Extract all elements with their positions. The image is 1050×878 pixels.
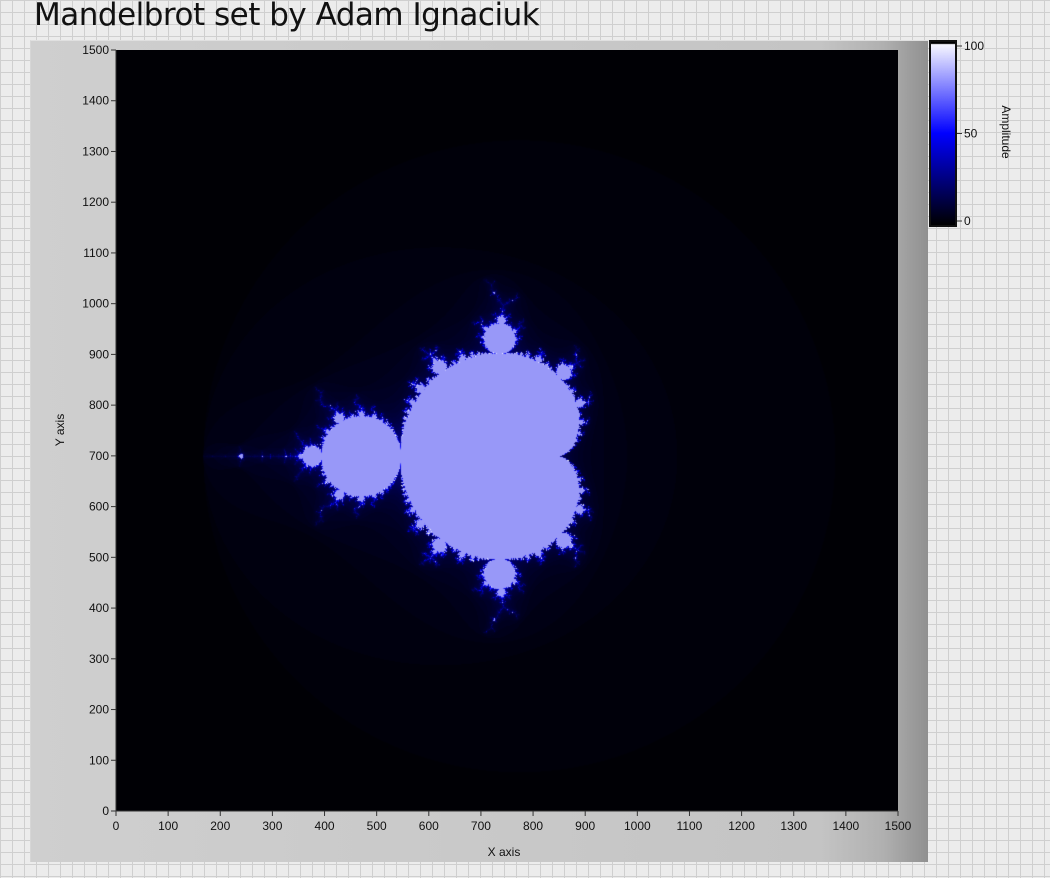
colorbar-label[interactable]: Amplitude: [999, 105, 1013, 159]
y-tick-label: 700: [89, 449, 109, 463]
y-tick-label: 1200: [82, 195, 109, 209]
y-tick-label: 200: [89, 703, 109, 717]
x-tick-label: 1300: [780, 819, 807, 833]
y-tick-label: 0: [102, 804, 109, 818]
colorbar-ticks: 0 50 100: [957, 39, 984, 228]
x-tick-label: 600: [419, 819, 439, 833]
colorbar-gradient[interactable]: [931, 42, 955, 225]
y-tick-label: 900: [89, 347, 109, 361]
chart-title: Mandelbrot set by Adam Ignaciuk: [34, 0, 540, 33]
x-tick-label: 1000: [624, 819, 651, 833]
x-tick-label: 100: [158, 819, 178, 833]
x-tick-label: 0: [113, 819, 120, 833]
y-axis-label: Y axis: [53, 414, 67, 446]
x-axis-label: X axis: [488, 845, 521, 859]
y-tick-label: 500: [89, 550, 109, 564]
y-tick-label: 1000: [82, 297, 109, 311]
colorbar-tick-label: 0: [964, 214, 971, 228]
x-tick-label: 900: [575, 819, 595, 833]
y-axis: 0 100 200 300 400 500 600 700 800 900 1000 1100 1200…: [82, 43, 117, 818]
y-tick-label: 1100: [83, 246, 109, 260]
y-tick-label: 800: [89, 398, 109, 412]
x-axis: 0 100 200 300 400 500 600 700 800 900 1000 1100 1200…: [113, 810, 912, 833]
x-tick-label: 800: [523, 819, 543, 833]
y-tick-label: 600: [89, 500, 109, 514]
x-tick-label: 300: [262, 819, 282, 833]
y-tick-label: 100: [89, 753, 109, 767]
x-tick-label: 1100: [677, 819, 703, 833]
x-tick-label: 400: [315, 819, 335, 833]
x-tick-label: 500: [367, 819, 387, 833]
x-tick-label: 1200: [728, 819, 755, 833]
x-tick-label: 700: [471, 819, 491, 833]
plot-area[interactable]: [116, 50, 898, 811]
y-tick-label: 300: [89, 652, 109, 666]
y-tick-label: 1400: [82, 94, 109, 108]
x-tick-label: 200: [210, 819, 230, 833]
y-tick-label: 1500: [82, 43, 109, 57]
colorbar-tick-label: 50: [964, 127, 978, 141]
y-tick-label: 1300: [82, 144, 109, 158]
x-tick-label: 1500: [885, 819, 912, 833]
colorbar-tick-label: 100: [964, 39, 984, 53]
x-tick-label: 1400: [833, 819, 860, 833]
y-tick-label: 400: [89, 601, 109, 615]
